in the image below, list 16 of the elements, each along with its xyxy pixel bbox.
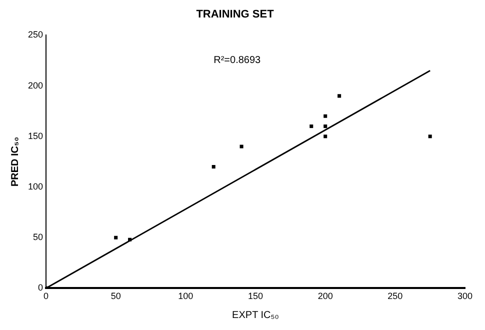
x-tick-label: 100	[178, 291, 194, 302]
chart-title: TRAINING SET	[196, 8, 274, 21]
x-tick-label: 150	[248, 291, 264, 302]
x-axis-title: EXPT IC₅₀	[232, 310, 279, 321]
y-tick-label: 250	[28, 30, 44, 40]
y-tick-label: 50	[33, 232, 44, 242]
x-tick-label: 200	[318, 291, 333, 302]
y-axis-title: PRED IC₅₀	[10, 136, 21, 187]
x-tick-label: 50	[110, 291, 121, 302]
y-tick-label: 0	[38, 282, 44, 293]
x-tick-label: 300	[457, 291, 473, 302]
y-tick-label: 200	[28, 80, 44, 90]
y-tick-label: 150	[28, 130, 44, 141]
x-tick-label: 250	[388, 291, 403, 302]
y-tick-label: 100	[28, 181, 44, 192]
annotation: R²=0.8693	[214, 54, 262, 66]
